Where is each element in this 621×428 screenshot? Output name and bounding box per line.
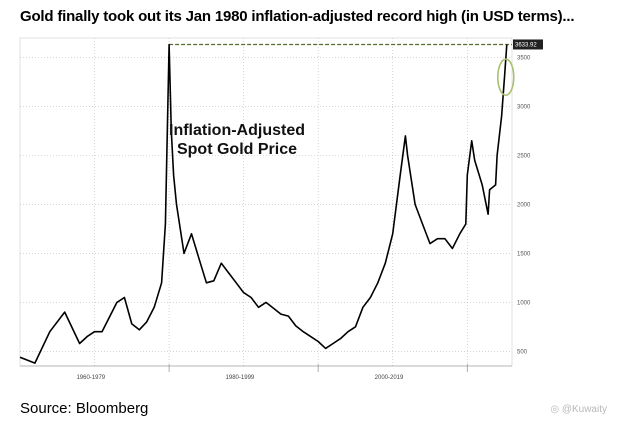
watermark: ◎ @Kuwaity	[550, 404, 607, 415]
price-series-line	[19, 43, 508, 364]
last-value-label: 3633.92	[515, 42, 537, 48]
y-tick-label-5: 3000	[517, 105, 531, 111]
x-axis: 1960-1979 1980-1999 2000-2019	[20, 364, 512, 381]
plot-area	[19, 37, 513, 367]
x-era-label-0: 1960-1979	[76, 375, 105, 381]
y-tick-label-6: 3500	[517, 56, 531, 62]
record-highlight-circle	[496, 58, 515, 96]
annotation-line-2: Spot Gold Price	[177, 141, 297, 158]
last-value-box	[513, 39, 543, 50]
annotation-line-1: Inflation-Adjusted	[169, 122, 305, 139]
gold-price-chart: 500 1000 1500 2000 2500 3000 3500 1960-1979 198…	[19, 37, 543, 381]
x-era-label-2: 2000-2019	[375, 375, 404, 381]
y-tick-label-2: 1500	[517, 251, 531, 257]
y-tick-label-0: 500	[517, 349, 528, 355]
y-tick-label-3: 2000	[517, 202, 531, 208]
x-era-label-1: 1980-1999	[226, 375, 255, 381]
y-tick-label-4: 2500	[517, 153, 531, 159]
y-tick-label-1: 1000	[517, 300, 531, 306]
headline: Gold finally took out its Jan 1980 infla…	[20, 8, 575, 25]
y-axis: 500 1000 1500 2000 2500 3000 3500	[517, 56, 531, 356]
source-note: Source: Bloomberg	[20, 400, 149, 417]
